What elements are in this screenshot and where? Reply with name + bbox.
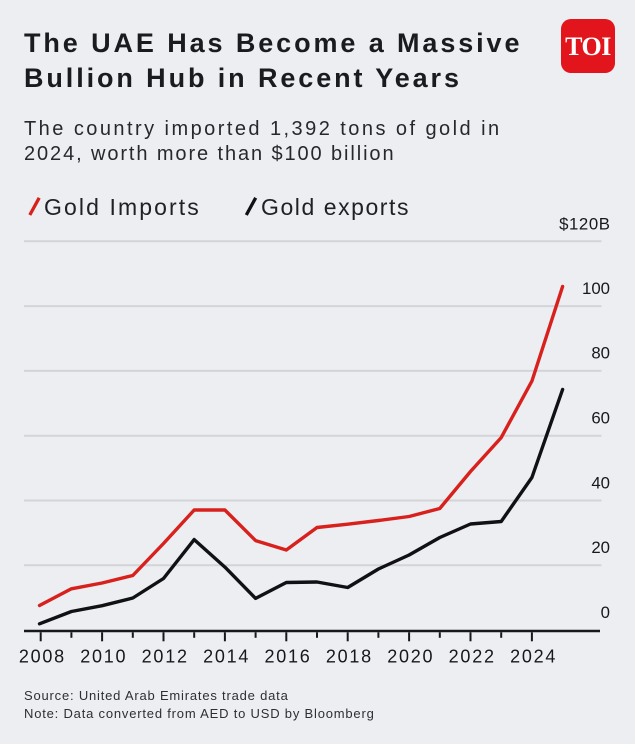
svg-text:$120B: $120B [559,215,611,234]
svg-text:60: 60 [591,409,610,428]
svg-text:2010: 2010 [80,647,127,667]
svg-text:2014: 2014 [203,647,250,667]
svg-text:2020: 2020 [387,647,434,667]
svg-text:2012: 2012 [142,647,189,667]
svg-text:2008: 2008 [19,647,66,667]
svg-text:2022: 2022 [449,647,496,667]
svg-text:40: 40 [591,473,610,492]
svg-text:0: 0 [601,603,610,622]
svg-text:2024: 2024 [510,647,557,667]
svg-text:2018: 2018 [326,647,373,667]
svg-text:80: 80 [591,344,610,363]
svg-text:2016: 2016 [264,647,311,667]
svg-text:100: 100 [582,279,610,298]
svg-text:20: 20 [591,538,610,557]
